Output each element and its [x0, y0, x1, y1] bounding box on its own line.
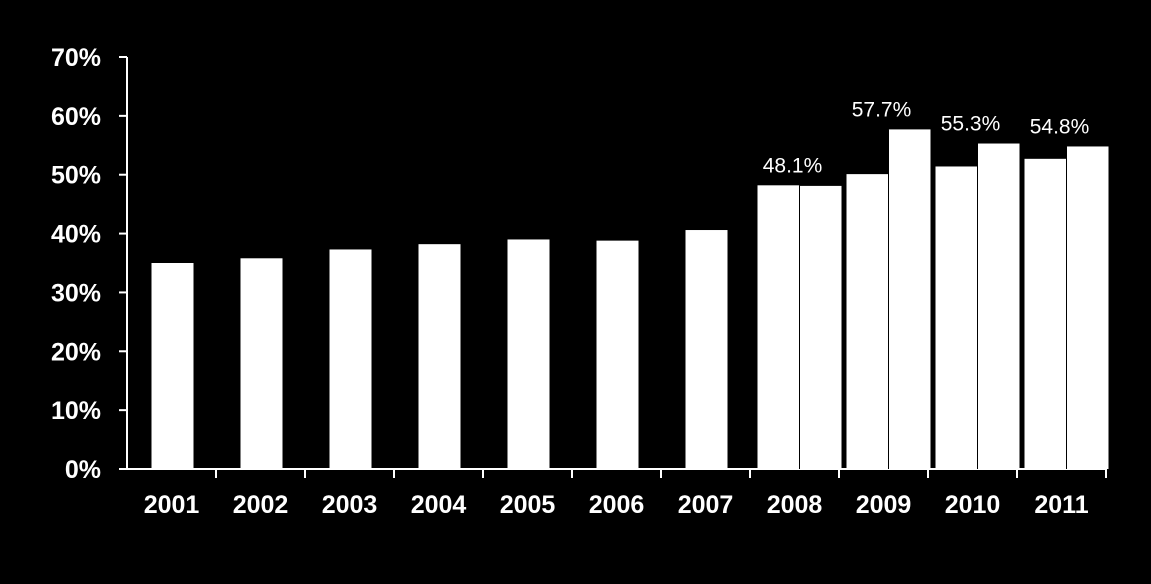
bar-2003 — [329, 249, 372, 469]
data-labels: 48.1% 57.7% 55.3% 54.8% — [763, 98, 1090, 177]
bar-2009-series-2 — [888, 129, 931, 469]
x-tick-label: 2011 — [1034, 491, 1088, 519]
y-tick-label: 70% — [51, 44, 101, 72]
y-tick-label: 30% — [51, 279, 101, 307]
x-tick-label: 2001 — [144, 491, 200, 519]
x-tick-label: 2002 — [233, 491, 289, 519]
y-tick-label: 50% — [51, 162, 101, 190]
y-tick-label: 60% — [51, 103, 101, 131]
bar-2010-series-1 — [935, 166, 978, 469]
y-axis: 0% 10% 20% 30% 40% 50% 60% 70% — [51, 44, 128, 484]
y-tick-label: 20% — [51, 338, 101, 366]
bar-2004 — [418, 244, 461, 469]
bar-2005 — [507, 239, 550, 469]
x-tick-label: 2005 — [500, 491, 556, 519]
data-label-2010: 55.3% — [941, 113, 1001, 136]
bar-2011-series-2 — [1066, 146, 1109, 469]
x-tick-label: 2006 — [589, 491, 645, 519]
bar-2008-series-2 — [799, 185, 842, 469]
x-axis: 2001 2002 2003 2004 2005 2006 2007 2008 2009 2010… — [127, 468, 1107, 519]
bars — [151, 129, 1109, 469]
x-tick-label: 2004 — [411, 491, 467, 519]
data-label-2009: 57.7% — [852, 98, 912, 121]
bar-2008-series-1 — [757, 185, 800, 469]
y-tick-label: 40% — [51, 221, 101, 249]
bar-2006 — [596, 240, 639, 469]
bar-2002 — [240, 258, 283, 469]
bar-2011-series-1 — [1024, 158, 1067, 469]
y-tick-label: 10% — [51, 397, 101, 425]
x-tick-label: 2009 — [856, 491, 912, 519]
x-tick-label: 2008 — [767, 491, 823, 519]
x-tick-label: 2003 — [322, 491, 378, 519]
data-label-2011: 54.8% — [1030, 115, 1090, 138]
bar-2001 — [151, 263, 194, 469]
x-tick-label: 2007 — [678, 491, 734, 519]
bar-2007 — [685, 230, 728, 469]
y-tick-label: 0% — [65, 456, 101, 484]
x-tick-label: 2010 — [945, 491, 1001, 519]
data-label-2008: 48.1% — [763, 154, 823, 177]
bar-2009-series-1 — [846, 174, 889, 469]
bar-2010-series-2 — [977, 143, 1020, 469]
